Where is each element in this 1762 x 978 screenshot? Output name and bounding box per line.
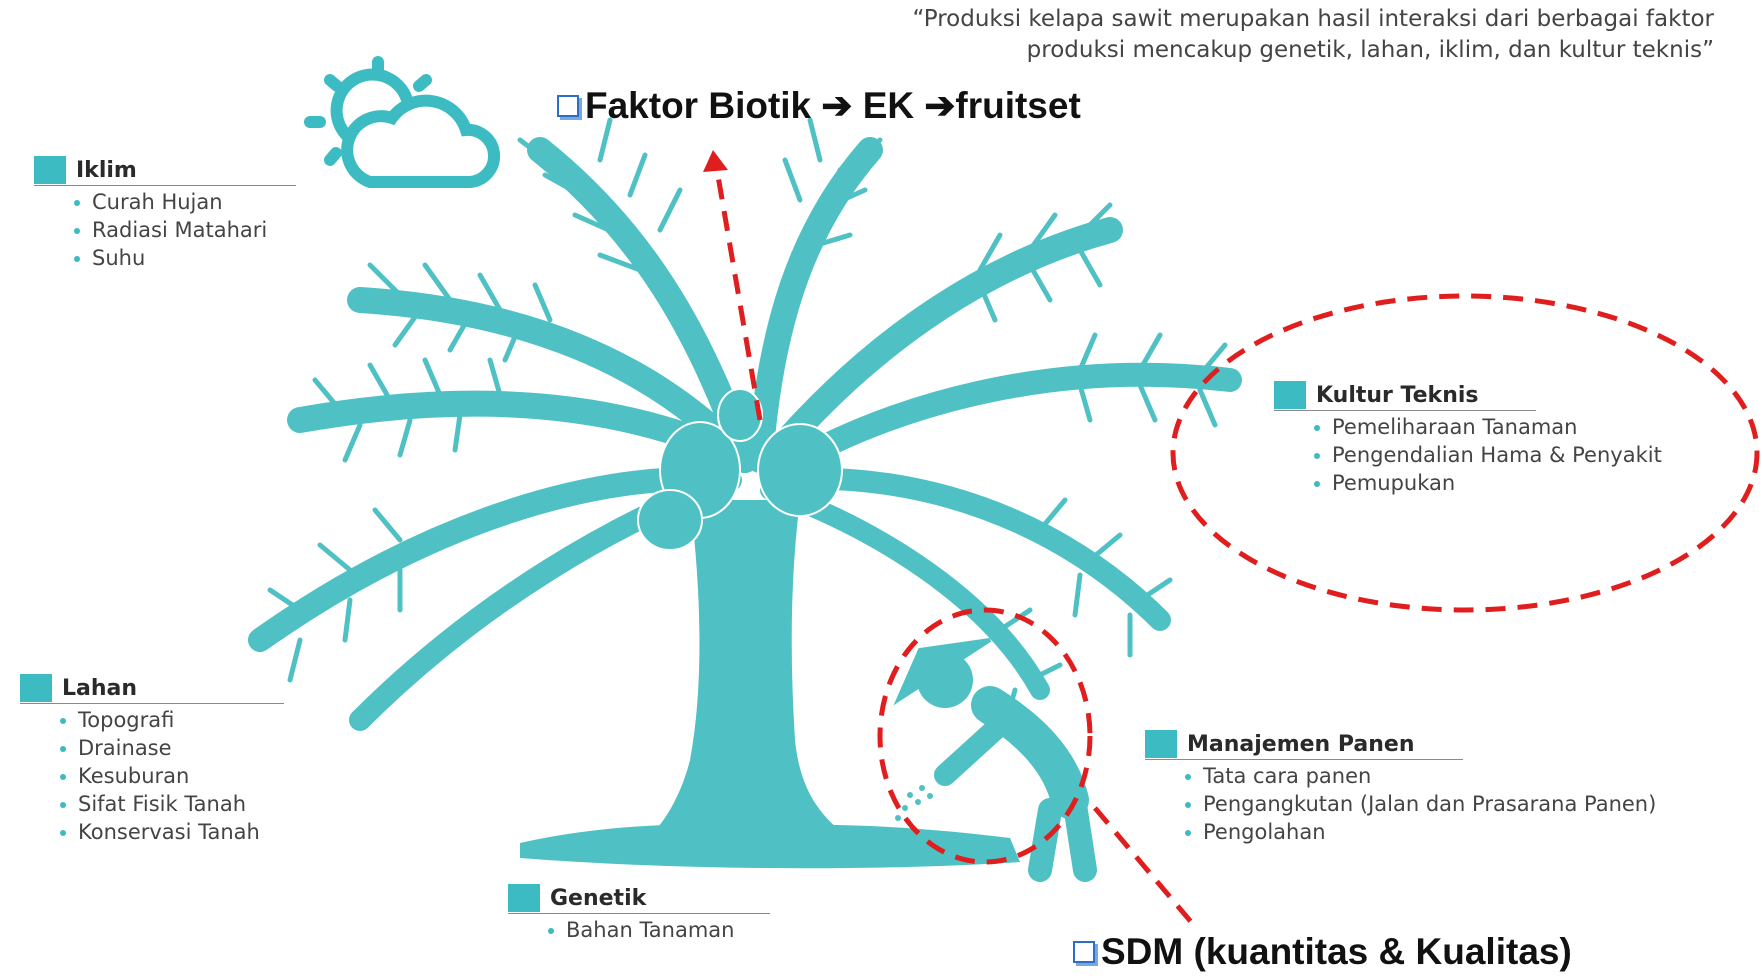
section-title: Iklim [76, 157, 137, 183]
list-item: Topografi [60, 706, 284, 734]
section-header: Iklim [34, 156, 296, 186]
section-title: Kultur Teknis [1316, 382, 1479, 408]
section-header: Lahan [20, 674, 284, 704]
sun-cloud-icon [304, 56, 500, 188]
list-item: Konservasi Tanah [60, 818, 284, 846]
section-title: Manajemen Panen [1187, 731, 1415, 757]
sdm-ellipse [877, 607, 1093, 865]
list-item: Kesuburan [60, 762, 284, 790]
section-iklim: Iklim Curah Hujan Radiasi Matahari Suhu [34, 156, 296, 272]
kultur-teknis-ellipse [1170, 293, 1760, 613]
teal-square-icon [34, 156, 66, 184]
teal-square-icon [1274, 381, 1306, 409]
palm-tree-icon [248, 117, 1242, 869]
section-header: Kultur Teknis [1274, 381, 1536, 411]
teal-square-icon [508, 884, 540, 912]
section-genetik: Genetik Bahan Tanaman [508, 884, 770, 944]
section-title: Genetik [550, 885, 647, 911]
farmer-icon [893, 638, 1097, 882]
list-item: Drainase [60, 734, 284, 762]
teal-square-icon [1145, 730, 1177, 758]
biotik-arrow-line [714, 169, 763, 421]
quote-text: “Produksi kelapa sawit merupakan hasil i… [912, 6, 1714, 63]
checkbox-bullet-icon [557, 94, 579, 117]
list-item: Pemupukan [1314, 469, 1536, 497]
callout-text: SDM (kuantitas & Kualitas) [1101, 931, 1572, 972]
annotation-layer [714, 169, 1760, 925]
section-manajemen-panen: Manajemen Panen Tata cara panen Pengangk… [1145, 730, 1656, 846]
list-item: Tata cara panen [1185, 762, 1463, 790]
callout-sdm: SDM (kuantitas & Kualitas) [1073, 931, 1572, 973]
callout-faktor-biotik: Faktor Biotik ➔ EK ➔fruitset [557, 84, 1081, 127]
list-item: Pengolahan [1185, 818, 1463, 846]
sdm-line [1093, 806, 1194, 925]
list-item: Suhu [74, 244, 296, 272]
list-item: Radiasi Matahari [74, 216, 296, 244]
list-item: Pengangkutan (Jalan dan Prasarana Panen) [1185, 790, 1656, 818]
list-item: Pemeliharaan Tanaman [1314, 413, 1577, 441]
section-kultur-teknis: Kultur Teknis Pemeliharaan Tanaman Penge… [1274, 381, 1662, 497]
teal-square-icon [20, 674, 52, 702]
callout-text: Faktor Biotik ➔ EK ➔fruitset [585, 85, 1081, 126]
section-header: Genetik [508, 884, 770, 914]
checkbox-bullet-icon [1073, 941, 1095, 963]
list-item: Pengendalian Hama & Penyakit [1314, 441, 1662, 469]
section-lahan: Lahan Topografi Drainase Kesuburan Sifat… [20, 674, 284, 846]
section-header: Manajemen Panen [1145, 730, 1463, 760]
list-item: Curah Hujan [74, 188, 296, 216]
list-item: Bahan Tanaman [548, 916, 770, 944]
biotik-arrowhead [703, 150, 728, 172]
list-item: Sifat Fisik Tanah [60, 790, 284, 818]
section-title: Lahan [62, 675, 138, 701]
